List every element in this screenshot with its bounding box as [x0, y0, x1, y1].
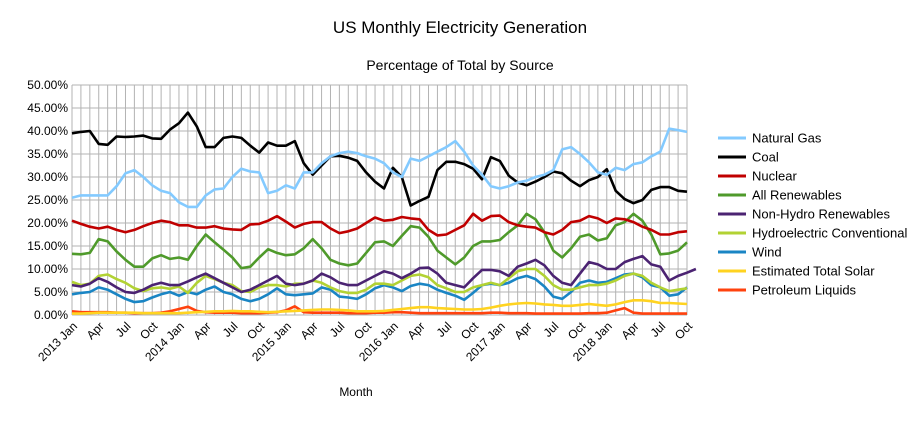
- y-tick-label: 35.00%: [27, 147, 68, 161]
- x-tick-label: Jul: [541, 319, 562, 340]
- legend-label: Estimated Total Solar: [752, 264, 875, 279]
- y-tick-label: 20.00%: [27, 216, 68, 230]
- y-tick-label: 50.00%: [27, 78, 68, 92]
- x-tick-label: Apr: [298, 319, 321, 342]
- legend-label: Non-Hydro Renewables: [752, 207, 891, 222]
- series-line-wind: [71, 272, 688, 304]
- y-tick-label: 5.00%: [34, 285, 68, 299]
- x-tick-label: 2013 Jan: [35, 319, 80, 364]
- legend-label: Nuclear: [752, 169, 797, 184]
- x-tick-label: Jul: [434, 319, 455, 340]
- legend-label: Coal: [752, 150, 779, 165]
- x-tick-label: Jul: [648, 319, 669, 340]
- x-axis-label: Month: [339, 385, 372, 399]
- y-tick-label: 45.00%: [27, 101, 68, 115]
- series-line-petroleum-liquids: [71, 304, 687, 315]
- series-line-hydroelectric-conventional: [71, 267, 688, 295]
- series-lines: [71, 111, 697, 315]
- legend-label: Petroleum Liquids: [752, 283, 857, 298]
- x-tick-label: Apr: [405, 319, 428, 342]
- y-tick-label: 0.00%: [34, 308, 68, 322]
- x-tick-label: Apr: [618, 319, 641, 342]
- y-tick-label: 40.00%: [27, 124, 68, 138]
- legend-label: Hydroelectric Conventional: [752, 226, 907, 241]
- series-line-nuclear: [71, 212, 688, 237]
- x-tick-label: Apr: [512, 319, 535, 342]
- x-tick-label: Apr: [191, 319, 214, 342]
- x-tick-label: Oct: [672, 319, 696, 343]
- x-tick-label: Jul: [327, 319, 348, 340]
- x-tick-label: Jul: [220, 319, 241, 340]
- chart-subtitle: Percentage of Total by Source: [366, 57, 554, 73]
- series-line-all-renewables: [71, 212, 688, 270]
- y-tick-label: 15.00%: [27, 239, 68, 253]
- legend-label: Wind: [752, 245, 782, 260]
- series-line-coal: [71, 111, 688, 207]
- legend-label: All Renewables: [752, 188, 842, 203]
- x-tick-label: Apr: [84, 319, 107, 342]
- y-axis: 0.00% 5.00% 10.00% 15.00% 20.00% 25.00% 30.00%…: [27, 78, 68, 322]
- y-tick-label: 10.00%: [27, 262, 68, 276]
- plot-grid: [71, 84, 688, 316]
- series-line-non-hydro-renewables: [71, 254, 697, 295]
- y-tick-label: 25.00%: [27, 193, 68, 207]
- x-tick-label: Jul: [113, 319, 134, 340]
- chart-title: US Monthly Electricity Generation: [333, 18, 587, 37]
- series-line-natural-gas: [71, 127, 688, 209]
- series-line-estimated-total-solar: [72, 298, 688, 315]
- y-tick-label: 30.00%: [27, 170, 68, 184]
- legend-label: Natural Gas: [752, 131, 822, 146]
- legend: Natural Gas Coal Nuclear All Renewables Non-…: [718, 131, 907, 298]
